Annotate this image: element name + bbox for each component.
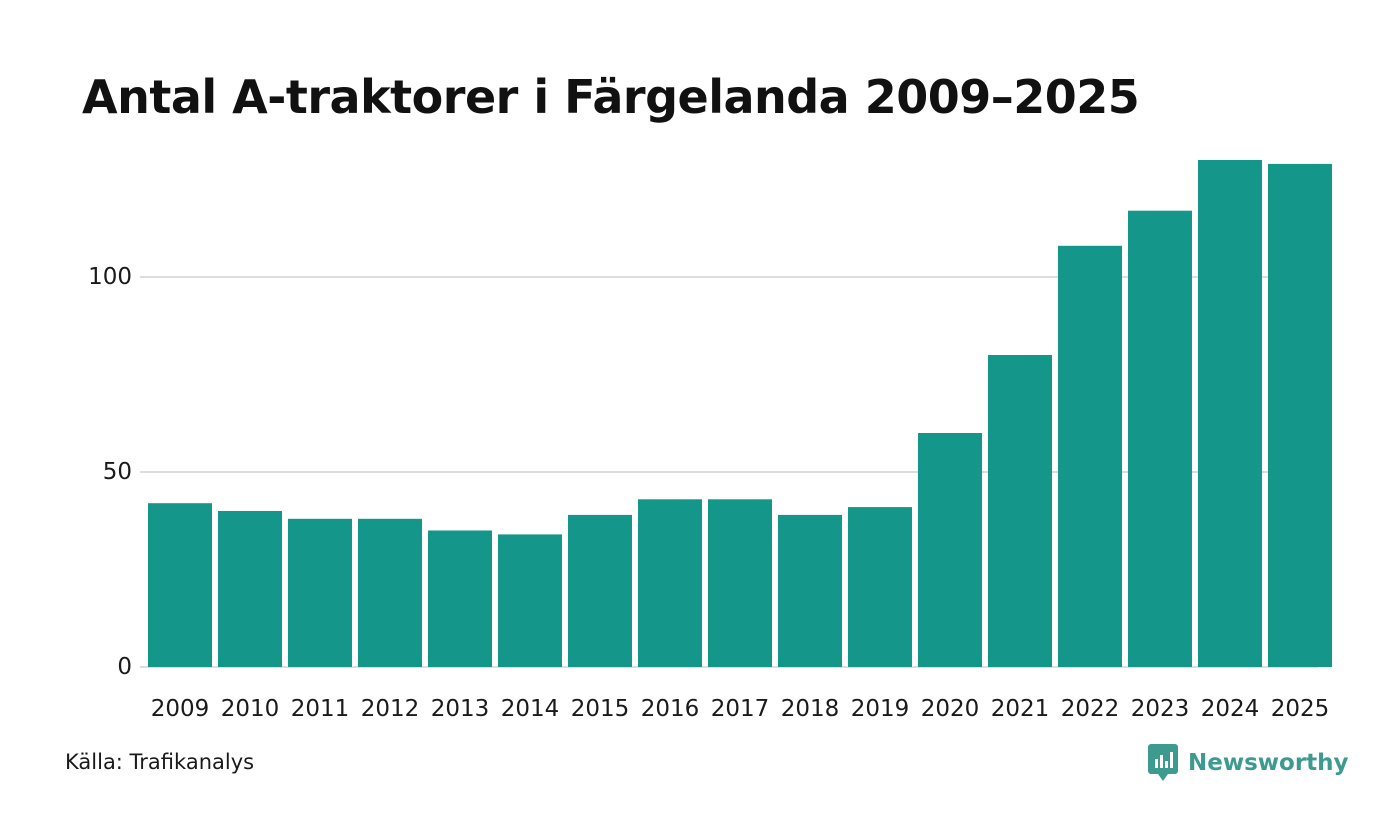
bar-2021	[988, 355, 1052, 667]
bars	[148, 160, 1332, 668]
bar-2011	[288, 518, 352, 667]
x-tick-label: 2016	[641, 696, 700, 722]
x-tick-label: 2011	[291, 696, 350, 722]
bar-2016	[638, 499, 702, 667]
bar-2014	[498, 534, 562, 667]
x-tick-label: 2019	[851, 696, 910, 722]
y-tick-label: 50	[103, 459, 132, 485]
bar-2020	[918, 433, 982, 667]
x-tick-label: 2012	[361, 696, 420, 722]
brand-logo-link[interactable]: Newsworthy	[1148, 744, 1349, 782]
bar-2025	[1268, 163, 1332, 667]
y-tick-label: 100	[88, 264, 132, 290]
x-tick-label: 2020	[921, 696, 980, 722]
y-tick-label: 0	[117, 654, 132, 680]
x-tick-label: 2014	[501, 696, 560, 722]
bar-2013	[428, 530, 492, 667]
x-tick-label: 2024	[1201, 696, 1260, 722]
bar-2018	[778, 514, 842, 667]
x-tick-label: 2009	[151, 696, 210, 722]
bar-2024	[1198, 160, 1262, 667]
x-tick-label: 2015	[571, 696, 630, 722]
x-tick-label: 2017	[711, 696, 770, 722]
bar-2022	[1058, 245, 1122, 668]
bar-2012	[358, 518, 422, 667]
bar-2009	[148, 503, 212, 667]
x-tick-label: 2025	[1271, 696, 1330, 722]
x-tick-label: 2023	[1131, 696, 1190, 722]
chart-title: Antal A-traktorer i Färgelanda 2009–2025	[82, 70, 1140, 124]
x-tick-label: 2013	[431, 696, 490, 722]
bar-2015	[568, 514, 632, 667]
brand-name: Newsworthy	[1188, 750, 1349, 776]
x-tick-label: 2021	[991, 696, 1050, 722]
bar-2023	[1128, 210, 1192, 667]
x-tick-label: 2010	[221, 696, 280, 722]
x-tick-label: 2018	[781, 696, 840, 722]
bar-2019	[848, 507, 912, 667]
bar-chart-speech-bubble-icon	[1148, 744, 1178, 781]
x-tick-label: 2022	[1061, 696, 1120, 722]
bar-2017	[708, 499, 772, 667]
axis-labels: 0 50 100 2009 2010 2011 2012 2013 2014 2015 2016 20…	[88, 264, 1329, 722]
bar-2010	[218, 511, 282, 667]
source-note: Källa: Trafikanalys	[65, 750, 255, 774]
